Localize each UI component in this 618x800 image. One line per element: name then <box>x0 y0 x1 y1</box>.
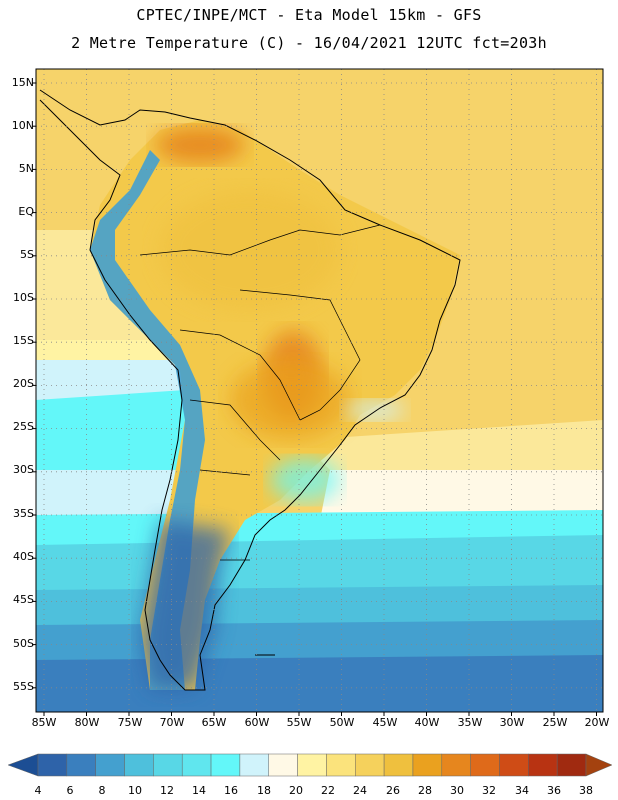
lat-label: 15N <box>11 76 34 89</box>
lat-label: 15S <box>13 334 34 347</box>
ocean-band-atlantic-20 <box>320 460 603 520</box>
country-borders <box>139 224 381 561</box>
colorbar-cell <box>95 753 125 777</box>
colorbar-label: 20 <box>289 784 303 797</box>
colorbar-label: 32 <box>482 784 496 797</box>
ocean-band-atlantic-22 <box>300 420 603 470</box>
hotspot-venezuela <box>155 127 245 163</box>
lon-label: 65W <box>201 716 227 729</box>
colorbar-label: 34 <box>515 784 529 797</box>
colorbar-cell <box>326 753 356 777</box>
lat-label: 40S <box>13 550 34 563</box>
ocean-band-8 <box>36 655 603 712</box>
colorbar-cell <box>470 753 500 777</box>
lat-label: EQ <box>18 205 34 218</box>
colorbar-cell <box>210 753 241 777</box>
lat-label: 5S <box>20 248 34 261</box>
colorbar-low-arrow <box>7 753 39 777</box>
colorbar-label: 36 <box>547 784 561 797</box>
cool-zone-uruguay <box>270 458 340 502</box>
colorbar-cell <box>239 753 269 777</box>
colorbar-cell <box>297 753 327 777</box>
lat-label: 30S <box>13 463 34 476</box>
lat-label: 55S <box>13 680 34 693</box>
lon-label: 80W <box>74 716 100 729</box>
lon-label: 35W <box>457 716 483 729</box>
colorbar-label: 28 <box>418 784 432 797</box>
lat-label: 35S <box>13 507 34 520</box>
lon-label: 50W <box>329 716 355 729</box>
colorbar-cell <box>124 753 154 777</box>
lon-label: 25W <box>542 716 568 729</box>
colorbar-label: 14 <box>192 784 206 797</box>
ocean-band-pacific-18b <box>36 470 180 515</box>
colorbar-label: 4 <box>34 784 42 797</box>
colorbar-cell <box>441 753 471 777</box>
colorbar-label: 10 <box>128 784 142 797</box>
colorbar-label: 12 <box>160 784 174 797</box>
lat-label: 5N <box>18 162 34 175</box>
lat-label: 50S <box>13 637 34 650</box>
colorbar-cell <box>528 753 558 777</box>
lon-label: 55W <box>286 716 312 729</box>
map-frame <box>35 68 604 713</box>
map-title-line2: 2 Metre Temperature (C) - 16/04/2021 12U… <box>71 34 547 52</box>
lat-label: 45S <box>13 593 34 606</box>
axis-ticks <box>32 82 597 716</box>
lat-label: 25S <box>13 420 34 433</box>
colorbar-label: 30 <box>450 784 464 797</box>
colorbar-cell <box>268 753 298 777</box>
colorbar-cell <box>412 753 443 777</box>
patagonia-cold <box>140 520 230 690</box>
colorbar-label: 18 <box>257 784 271 797</box>
warm-zone-amazon <box>160 190 340 310</box>
lon-label: 60W <box>244 716 270 729</box>
colorbar-label: 22 <box>321 784 335 797</box>
ocean-band-pacific-16 <box>36 390 185 470</box>
colorbar-label: 6 <box>66 784 74 797</box>
colorbar-label: 8 <box>98 784 106 797</box>
colorbar-label: 16 <box>224 784 238 797</box>
colorbar-cell <box>355 753 385 777</box>
lat-label: 20S <box>13 377 34 390</box>
colorbar-cell <box>383 753 414 777</box>
colorbar-cell <box>181 753 212 777</box>
colorbar-cell <box>499 753 529 777</box>
lon-label: 85W <box>31 716 57 729</box>
cool-zone-serra <box>345 400 405 420</box>
lon-label: 20W <box>584 716 610 729</box>
colorbar-label: 24 <box>353 784 367 797</box>
colorbar-cell <box>37 753 68 777</box>
colorbar-high-arrow <box>585 753 613 777</box>
lon-label: 30W <box>499 716 525 729</box>
lon-label: 40W <box>414 716 440 729</box>
lat-label: 10N <box>11 119 34 132</box>
map-title-line1: CPTEC/INPE/MCT - Eta Model 15km - GFS <box>136 6 482 24</box>
colorbar-label: 26 <box>386 784 400 797</box>
lat-label: 10S <box>13 291 34 304</box>
graticule <box>36 69 603 712</box>
colorbar-cell <box>66 753 96 777</box>
colorbar-label: 38 <box>579 784 593 797</box>
colorbar-cell <box>153 753 183 777</box>
colorbar-cell <box>556 753 587 777</box>
lon-label: 45W <box>372 716 398 729</box>
temperature-colorbar <box>7 753 613 777</box>
lon-label: 75W <box>117 716 143 729</box>
lon-label: 70W <box>159 716 185 729</box>
